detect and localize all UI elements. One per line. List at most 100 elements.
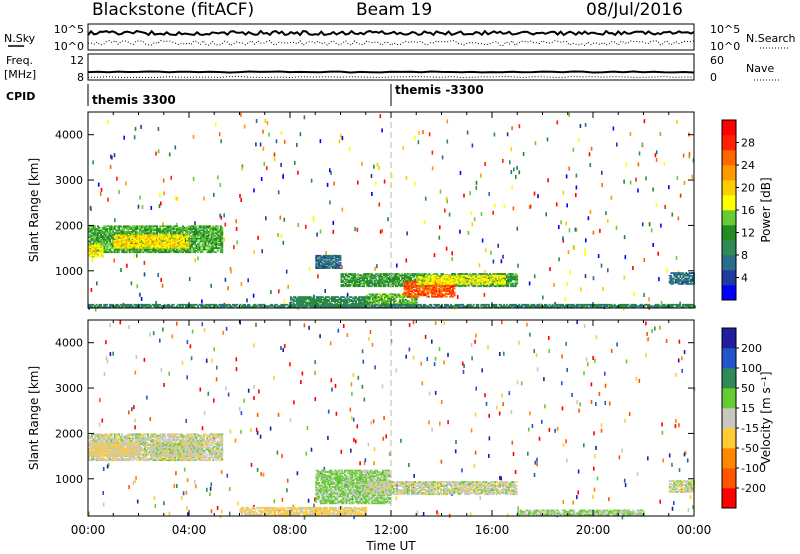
power-echo-cell <box>673 274 676 277</box>
power-echo-cell <box>148 241 150 244</box>
power-noise-cell <box>643 293 645 297</box>
power-echo-cell <box>212 233 215 236</box>
power-noise-cell <box>296 142 298 147</box>
power-echo-cell <box>516 282 519 285</box>
power-noise-cell <box>270 290 272 295</box>
power-echo-cell <box>170 238 173 241</box>
power-echo-cell <box>490 274 493 277</box>
power-echo-cell <box>668 274 671 277</box>
power-echo-cell <box>159 229 162 232</box>
power-echo-cell <box>320 300 323 303</box>
power-echo-cell <box>437 284 439 287</box>
power-echo-cell <box>372 277 375 279</box>
power-echo-cell <box>427 286 430 288</box>
power-echo-cell <box>381 282 384 285</box>
power-echo-cell <box>410 278 413 281</box>
power-echo-cell <box>187 234 190 237</box>
power-echo-cell <box>411 274 414 277</box>
power-noise-cell <box>422 130 424 135</box>
power-echo-cell <box>451 273 453 275</box>
power-echo-cell <box>192 226 195 229</box>
power-noise-cell <box>638 151 641 156</box>
power-echo-cell <box>351 277 353 279</box>
power-echo-cell <box>382 296 385 298</box>
power-echo-cell <box>478 276 481 278</box>
power-echo-cell <box>461 280 464 283</box>
power-echo-cell <box>336 254 339 257</box>
power-echo-cell <box>139 237 141 239</box>
power-echo-cell <box>166 232 169 234</box>
power-noise-cell <box>406 231 408 236</box>
power-echo-cell <box>215 225 218 228</box>
power-echo-cell <box>315 254 318 257</box>
power-echo-cell <box>110 305 113 308</box>
power-echo-cell <box>164 246 167 249</box>
power-noise-cell <box>516 226 519 231</box>
power-echo-cell <box>691 280 694 283</box>
power-echo-cell <box>673 273 676 276</box>
power-echo-cell <box>315 265 318 268</box>
power-noise-cell <box>679 301 681 306</box>
power-echo-cell <box>175 230 178 233</box>
power-echo-cell <box>302 301 304 304</box>
power-echo-cell <box>200 226 202 229</box>
power-echo-cell <box>154 248 157 251</box>
power-noise-cell <box>655 157 658 162</box>
power-echo-cell <box>109 233 112 236</box>
power-echo-cell <box>383 294 386 297</box>
power-echo-cell <box>383 297 386 300</box>
power-echo-cell <box>333 301 336 304</box>
power-echo-cell <box>120 242 123 245</box>
power-echo-cell <box>463 283 466 285</box>
power-echo-cell <box>166 230 169 233</box>
power-echo-cell <box>173 235 176 238</box>
power-echo-cell <box>182 239 185 242</box>
power-echo-cell <box>443 277 446 280</box>
power-echo-cell <box>369 274 372 277</box>
power-echo-cell <box>133 251 136 254</box>
power-echo-cell <box>215 305 218 308</box>
power-echo-cell <box>395 273 397 275</box>
power-echo-cell <box>457 280 460 283</box>
power-echo-cell <box>165 305 168 308</box>
power-echo-cell <box>406 288 409 291</box>
power-echo-cell <box>366 282 369 285</box>
power-noise-cell <box>333 181 335 186</box>
power-noise-cell <box>326 182 329 187</box>
power-echo-cell <box>417 273 420 275</box>
power-noise-cell <box>584 251 586 256</box>
power-echo-cell <box>326 300 329 303</box>
power-echo-cell <box>473 277 476 280</box>
power-echo-cell <box>218 240 221 243</box>
power-noise-cell <box>493 132 496 137</box>
power-echo-cell <box>336 256 339 259</box>
power-echo-cell <box>104 239 107 241</box>
power-echo-cell <box>198 248 201 251</box>
power-echo-cell <box>131 245 134 248</box>
power-echo-cell <box>118 251 121 254</box>
power-echo-cell <box>318 265 321 268</box>
power-echo-cell <box>135 228 137 230</box>
power-echo-cell <box>203 232 205 234</box>
power-echo-cell <box>359 298 362 301</box>
power-noise-cell <box>475 180 478 185</box>
power-echo-cell <box>185 251 187 254</box>
power-echo-cell <box>354 282 356 285</box>
power-echo-cell <box>131 249 134 252</box>
power-echo-cell <box>364 300 367 303</box>
power-echo-cell <box>121 226 124 229</box>
power-echo-cell <box>385 294 388 297</box>
power-noise-cell <box>201 299 203 304</box>
power-echo-cell <box>373 281 376 283</box>
power-echo-cell <box>433 290 436 293</box>
power-echo-cell <box>138 251 140 254</box>
power-echo-cell <box>323 298 326 301</box>
nsearch-series <box>87 39 695 47</box>
power-echo-cell <box>103 236 106 239</box>
power-noise-cell <box>239 193 241 198</box>
power-echo-cell <box>167 239 170 242</box>
power-echo-cell <box>373 296 376 298</box>
power-echo-cell <box>101 255 104 258</box>
power-echo-cell <box>349 284 352 286</box>
power-echo-cell <box>685 277 688 280</box>
